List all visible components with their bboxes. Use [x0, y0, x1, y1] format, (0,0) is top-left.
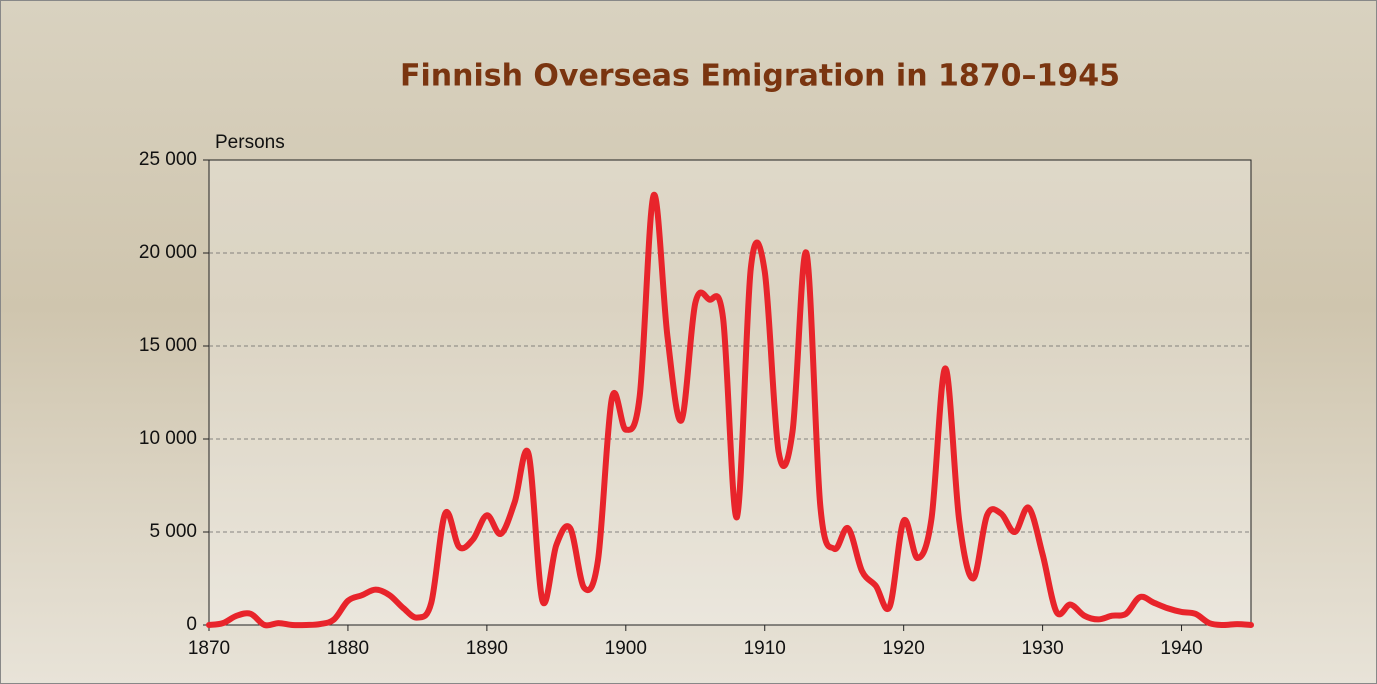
y-axis-label: Persons	[215, 132, 285, 153]
y-tick-label: 20 000	[139, 242, 197, 263]
chart: Finnish Overseas Emigration in 1870–1945…	[0, 0, 1377, 684]
y-tick-label: 15 000	[139, 335, 197, 356]
y-tick-label: 5 000	[149, 521, 197, 542]
x-tick-label: 1870	[188, 638, 230, 659]
x-tick-label: 1890	[466, 638, 508, 659]
x-tick-label: 1900	[605, 638, 647, 659]
x-tick-label: 1880	[327, 638, 369, 659]
x-tick-label: 1920	[883, 638, 925, 659]
y-tick-label: 25 000	[139, 149, 197, 170]
y-tick-label: 10 000	[139, 428, 197, 449]
chart-title: Finnish Overseas Emigration in 1870–1945	[400, 59, 1120, 94]
x-tick-label: 1910	[744, 638, 786, 659]
x-tick-label: 1940	[1160, 638, 1202, 659]
x-tick-label: 1930	[1021, 638, 1063, 659]
y-tick-label: 0	[186, 614, 197, 635]
